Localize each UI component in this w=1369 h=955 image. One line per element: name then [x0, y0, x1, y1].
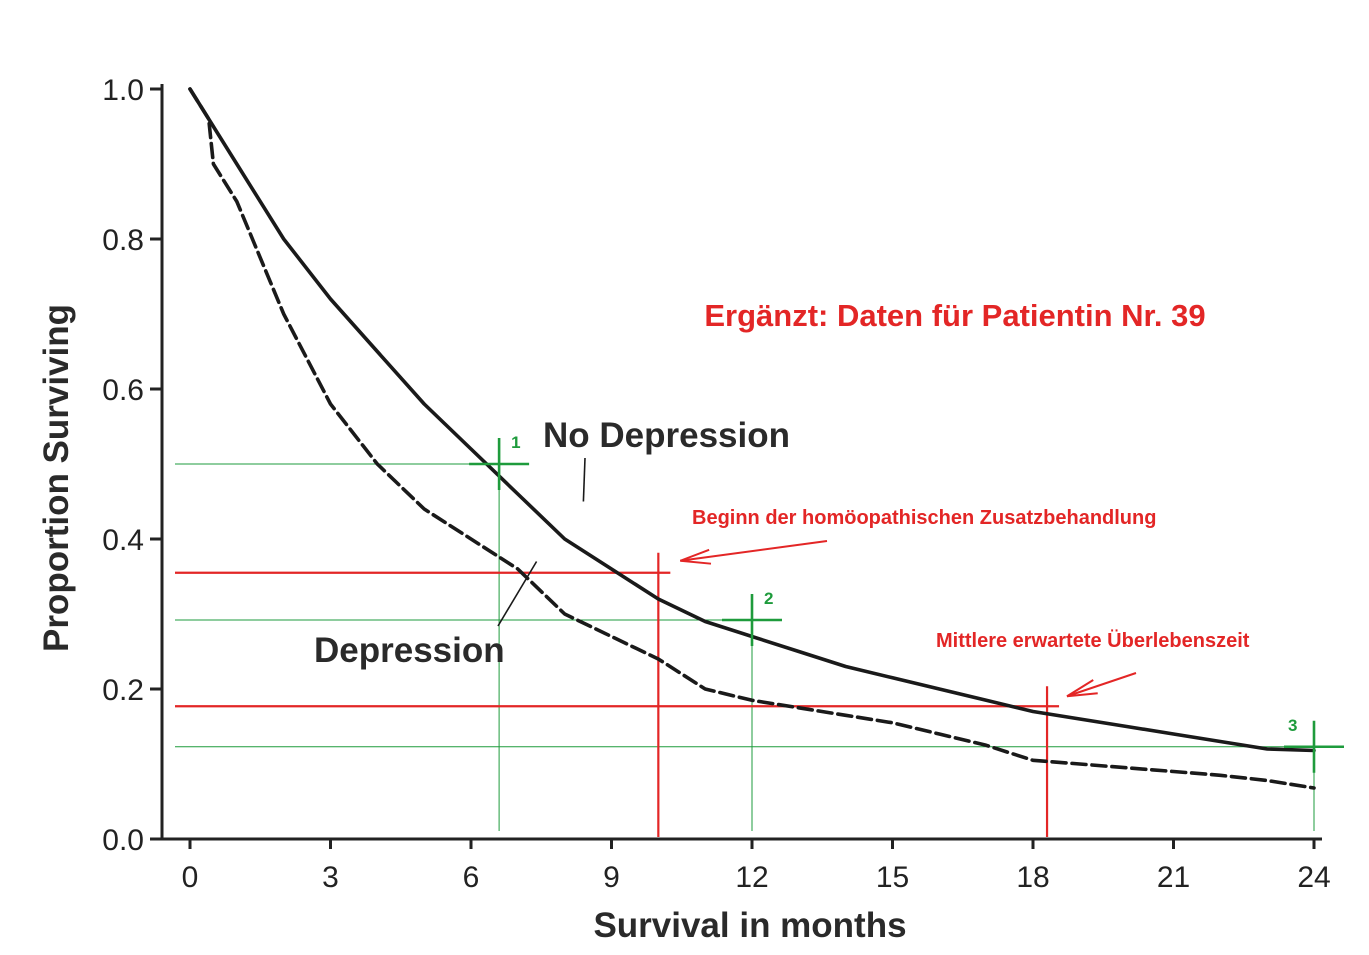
reference-lines: [175, 463, 1315, 837]
axes: 0 3 6 9 12 15 18 21 240.00.20.40.60.81.0: [102, 74, 1330, 894]
x-tick-label: 12: [735, 861, 768, 894]
arrow-treatment-start-shaft: [680, 540, 828, 562]
annotation-median-survival: Mittlere erwartete Überlebenszeit: [936, 629, 1250, 652]
arrow-median-survival-shaft: [1066, 672, 1137, 698]
annotation-treatment-start: Beginn der homöopathischen Zusatzbehandl…: [692, 507, 1156, 529]
series-group: [188, 87, 1316, 790]
series-line-no-depression: [188, 87, 1316, 753]
x-tick-label: 15: [876, 861, 909, 894]
green-mark-label: 1: [511, 433, 520, 452]
x-tick-label: 24: [1297, 861, 1330, 894]
x-tick-label: 18: [1016, 861, 1049, 894]
pointer-depression: [497, 561, 538, 627]
series-label-depression: Depression: [314, 631, 505, 670]
x-tick-label: 6: [463, 861, 480, 894]
y-tick-label: 0.2: [102, 674, 144, 707]
y-axis-title: Proportion Surviving: [37, 304, 76, 652]
annotation-title: Ergänzt: Daten für Patientin Nr. 39: [704, 298, 1205, 333]
y-tick-label: 1.0: [102, 74, 144, 107]
x-axis-title: Survival in months: [593, 906, 906, 945]
y-tick-label: 0.0: [102, 824, 144, 857]
green-mark-label: 2: [764, 589, 773, 608]
x-tick-label: 0: [182, 861, 199, 894]
green-mark-label: 3: [1288, 716, 1297, 735]
mark-group: 1 2 3: [469, 433, 1344, 773]
arrow-median-survival-head: [1066, 679, 1098, 698]
series-line-depression: [188, 87, 1316, 790]
pointer-no-depression: [582, 457, 586, 502]
x-tick-label: 3: [322, 861, 339, 894]
y-tick-label: 0.6: [102, 374, 144, 407]
x-tick-label: 9: [603, 861, 620, 894]
arrow-treatment-start-head: [679, 548, 712, 565]
y-tick-label: 0.8: [102, 224, 144, 257]
y-tick-label: 0.4: [102, 524, 144, 557]
label-group: Survival in months Proportion Surviving …: [37, 298, 1250, 945]
series-label-no-depression: No Depression: [543, 416, 790, 455]
x-tick-label: 21: [1157, 861, 1190, 894]
